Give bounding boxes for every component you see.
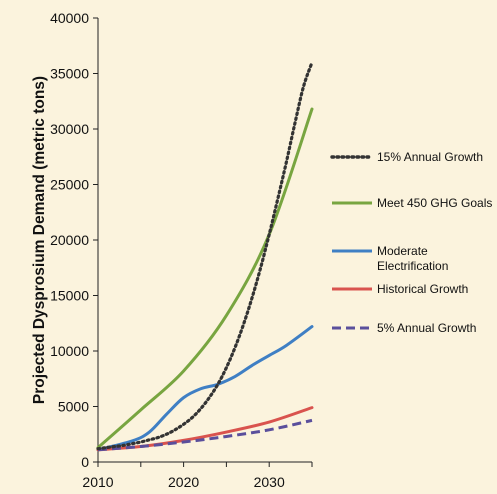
y-tick-label: 15000 [50, 288, 89, 304]
series-line-0 [96, 60, 314, 451]
y-tick-label: 40000 [50, 10, 89, 26]
series-line-1 [96, 107, 314, 450]
legend-label-line: Moderate [377, 244, 428, 258]
x-tick-label: 2030 [254, 474, 285, 490]
series-line-3 [96, 406, 314, 452]
series-line-2 [96, 325, 314, 452]
y-tick-label: 35000 [50, 66, 89, 82]
y-tick-label: 20000 [50, 232, 89, 248]
y-tick-label: 0 [81, 454, 89, 470]
y-axis-label: Projected Dysprosium Demand (metric tons… [31, 76, 48, 404]
y-axis-ticks: 0 5000 10000 15000 20000 25000 30000 35000 40000 [50, 10, 98, 470]
x-tick-label: 2020 [168, 474, 199, 490]
legend-label-4: 5% Annual Growth [377, 321, 476, 335]
y-tick-label: 25000 [50, 177, 89, 193]
series-line-4 [97, 418, 313, 452]
x-tick-label: 2010 [82, 474, 113, 490]
y-tick-label: 5000 [58, 399, 89, 415]
legend-label-line: Historical Growth [377, 282, 468, 296]
legend: 15% Annual Growth Meet 450 GHG Goals Moder… [330, 150, 492, 335]
y-tick-label: 30000 [50, 121, 89, 137]
y-tick-label: 10000 [50, 343, 89, 359]
legend-label-2: Moderate Electrification [377, 244, 448, 273]
legend-label-line: Meet 450 GHG Goals [377, 196, 492, 210]
x-axis-ticks: 2010 2020 2030 [82, 462, 313, 490]
legend-label-line: Electrification [377, 259, 448, 273]
legend-label-line: 15% Annual Growth [377, 150, 483, 164]
legend-label-3: Historical Growth [377, 282, 468, 296]
legend-label-line: 5% Annual Growth [377, 321, 476, 335]
legend-label-0: 15% Annual Growth [377, 150, 483, 164]
series-lines [96, 60, 314, 452]
legend-label-1: Meet 450 GHG Goals [377, 196, 492, 210]
